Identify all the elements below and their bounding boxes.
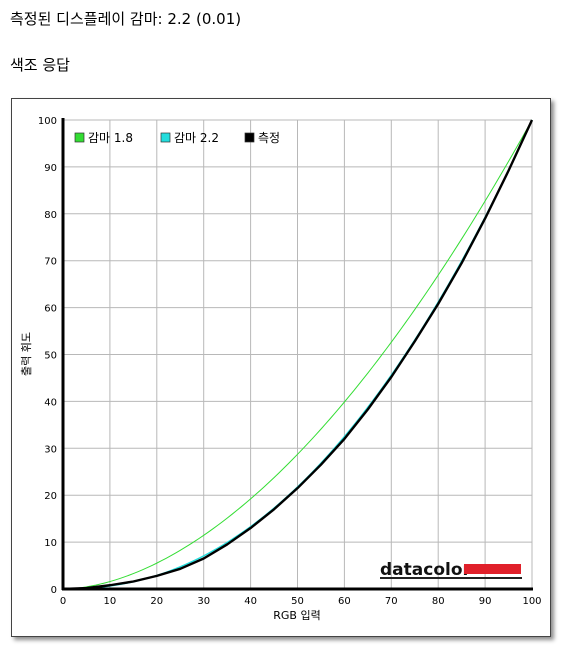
measured-line [62, 119, 534, 591]
legend-swatch [244, 132, 255, 143]
y-tick-label: 0 [51, 585, 57, 596]
y-axis-label: 출력 휘도 [20, 332, 33, 376]
legend-swatch [160, 132, 171, 143]
measured-gamma-text: 측정된 디스플레이 감마: 2.2 (0.01) [10, 10, 242, 28]
logo-text: datacolor [380, 560, 472, 580]
x-tick-label: 60 [338, 596, 351, 607]
tone-response-chart: 0 10 20 30 40 50 60 70 80 90 100 0 10 20 30 40 50 60 70 80 9… [20, 116, 542, 622]
logo-underline [380, 577, 522, 579]
section-title: 색조 응답 [10, 56, 70, 74]
x-tick-label: 10 [104, 596, 117, 607]
legend-label: 감마 1.8 [88, 131, 133, 145]
gamma-18-line [62, 119, 533, 590]
logo-bar [464, 564, 521, 574]
x-tick-label: 80 [432, 596, 445, 607]
grid [63, 119, 533, 589]
legend-swatch [74, 132, 85, 143]
y-tick-label: 50 [44, 351, 57, 362]
x-tick-label: 90 [479, 596, 492, 607]
x-tick-label: 20 [150, 596, 163, 607]
x-tick-label: 70 [385, 596, 398, 607]
legend-label: 감마 2.2 [174, 131, 219, 145]
y-tick-label: 80 [44, 210, 57, 221]
y-tick-label: 100 [38, 116, 57, 127]
curves [62, 119, 534, 591]
y-tick-label: 10 [44, 538, 57, 549]
y-tick-label: 30 [44, 444, 57, 455]
legend: 감마 1.8 감마 2.2 측정 [74, 131, 280, 145]
x-tick-label: 100 [522, 596, 541, 607]
x-tick-label: 40 [244, 596, 257, 607]
datacolor-logo: datacolor [380, 560, 522, 580]
y-tick-label: 60 [44, 304, 57, 315]
tick-labels: 0 10 20 30 40 50 60 70 80 90 100 0 10 20 30 40 50 60 70 80 9… [38, 116, 542, 607]
x-tick-label: 0 [60, 596, 66, 607]
y-tick-label: 70 [44, 257, 57, 268]
chart-frame: 0 10 20 30 40 50 60 70 80 90 100 0 10 20 30 40 50 60 70 80 9… [11, 98, 551, 637]
x-tick-label: 50 [291, 596, 304, 607]
axes [61, 118, 533, 591]
legend-label: 측정 [258, 131, 280, 145]
x-axis-label: RGB 입력 [273, 609, 320, 622]
x-tick-label: 30 [197, 596, 210, 607]
y-tick-label: 40 [44, 397, 57, 408]
y-tick-label: 20 [44, 491, 57, 502]
y-tick-label: 90 [44, 163, 57, 174]
